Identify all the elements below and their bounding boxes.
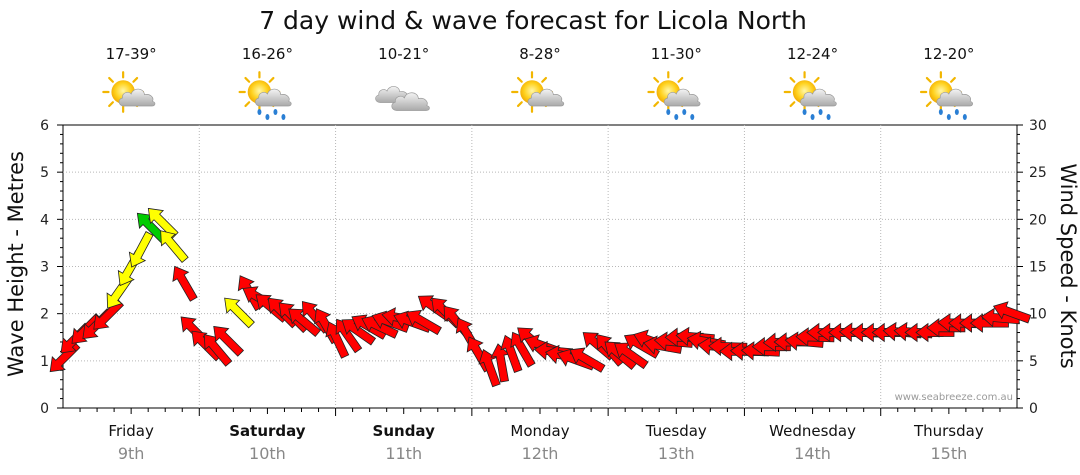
- wind-arrow: [478, 349, 501, 388]
- chart-title: 7 day wind & wave forecast for Licola No…: [259, 6, 807, 35]
- raindrop-shape: [281, 114, 286, 120]
- raindrop-shape: [674, 114, 679, 120]
- right-axis: 0 5 10 15 20 25 30: [1017, 118, 1047, 417]
- day-date-label: 9th: [118, 444, 145, 463]
- raindrop-shape: [257, 109, 262, 115]
- wind-arrows: [49, 207, 1032, 388]
- wind-arrow: [147, 207, 179, 239]
- x-axis: Friday 9th Saturday 10th Sunday 11th Monday 12t…: [79, 408, 1001, 463]
- wind-arrow: [128, 231, 154, 268]
- day-date-label: 10th: [249, 444, 286, 463]
- raindrop-shape: [946, 114, 951, 120]
- left-tick-label: 1: [40, 354, 49, 370]
- raindrop-shape: [810, 114, 815, 120]
- day-name-label: Wednesday: [769, 422, 856, 440]
- raindrop-shape: [265, 114, 270, 120]
- raindrop-shape: [818, 109, 823, 115]
- right-tick-label: 5: [1029, 354, 1038, 370]
- day-temperature: 16-26°: [242, 45, 293, 63]
- right-tick-label: 20: [1029, 212, 1047, 228]
- right-tick-label: 30: [1029, 118, 1047, 134]
- wind-arrow: [160, 230, 189, 263]
- raindrop-shape: [954, 109, 959, 115]
- day-date-label: 14th: [794, 444, 831, 463]
- wind-arrow: [213, 325, 245, 357]
- watermark: www.seabreeze.com.au: [895, 392, 1013, 403]
- day-name-label: Sunday: [373, 422, 436, 440]
- wind-arrow: [405, 309, 442, 336]
- left-axis-label: Wave Height - Metres: [4, 151, 28, 377]
- raindrop-shape: [938, 109, 943, 115]
- day-temperature: 8-28°: [519, 45, 561, 63]
- day-date-label: 12th: [522, 444, 559, 463]
- wind-arrow: [224, 297, 255, 329]
- cloudy-icon: [375, 86, 430, 111]
- raindrop-shape: [802, 109, 807, 115]
- day-temperature: 10-21°: [378, 45, 429, 63]
- raindrop-shape: [666, 109, 671, 115]
- wind-arrow: [569, 347, 606, 373]
- wind-arrow: [993, 301, 1032, 324]
- day-temperature: 12-24°: [787, 45, 838, 63]
- day-name-label: Saturday: [229, 422, 306, 440]
- raindrop-shape: [682, 109, 687, 115]
- partly-cloudy-rain-icon: [238, 71, 292, 120]
- right-tick-label: 10: [1029, 307, 1047, 323]
- left-tick-label: 4: [40, 212, 49, 228]
- day-header: 17-39° 16-26° 10-21° 8-28° 11-30° 12-24° 12-20…: [102, 45, 974, 120]
- left-tick-label: 0: [40, 401, 49, 417]
- raindrop-shape: [826, 114, 831, 120]
- day-date-label: 15th: [930, 444, 967, 463]
- left-tick-label: 3: [40, 260, 49, 276]
- day-date-label: 11th: [385, 444, 422, 463]
- day-name-label: Monday: [510, 422, 569, 440]
- day-temperature: 11-30°: [651, 45, 702, 63]
- left-tick-label: 6: [40, 118, 49, 134]
- day-date-label: 13th: [658, 444, 695, 463]
- right-tick-label: 0: [1029, 401, 1038, 417]
- left-tick-label: 2: [40, 307, 49, 323]
- partly-cloudy-rain-icon: [647, 71, 701, 120]
- partly-cloudy-icon: [102, 71, 156, 113]
- raindrop-shape: [273, 109, 278, 115]
- partly-cloudy-rain-icon: [919, 71, 974, 120]
- right-tick-label: 15: [1029, 260, 1047, 276]
- raindrop-shape: [962, 114, 967, 120]
- raindrop-shape: [690, 114, 695, 120]
- left-axis: 0 1 2 3 4 5 6: [40, 118, 63, 417]
- day-temperature: 17-39°: [106, 45, 157, 63]
- right-axis-label: Wind Speed - Knots: [1056, 163, 1080, 368]
- day-name-label: Friday: [108, 422, 154, 440]
- partly-cloudy-rain-icon: [783, 71, 837, 120]
- day-temperature: 12-20°: [923, 45, 974, 63]
- left-tick-label: 5: [40, 165, 49, 181]
- wind-arrow: [172, 265, 198, 302]
- partly-cloudy-icon: [511, 71, 565, 113]
- day-name-label: Tuesday: [645, 422, 707, 440]
- right-tick-label: 25: [1029, 165, 1047, 181]
- day-name-label: Thursday: [913, 422, 984, 440]
